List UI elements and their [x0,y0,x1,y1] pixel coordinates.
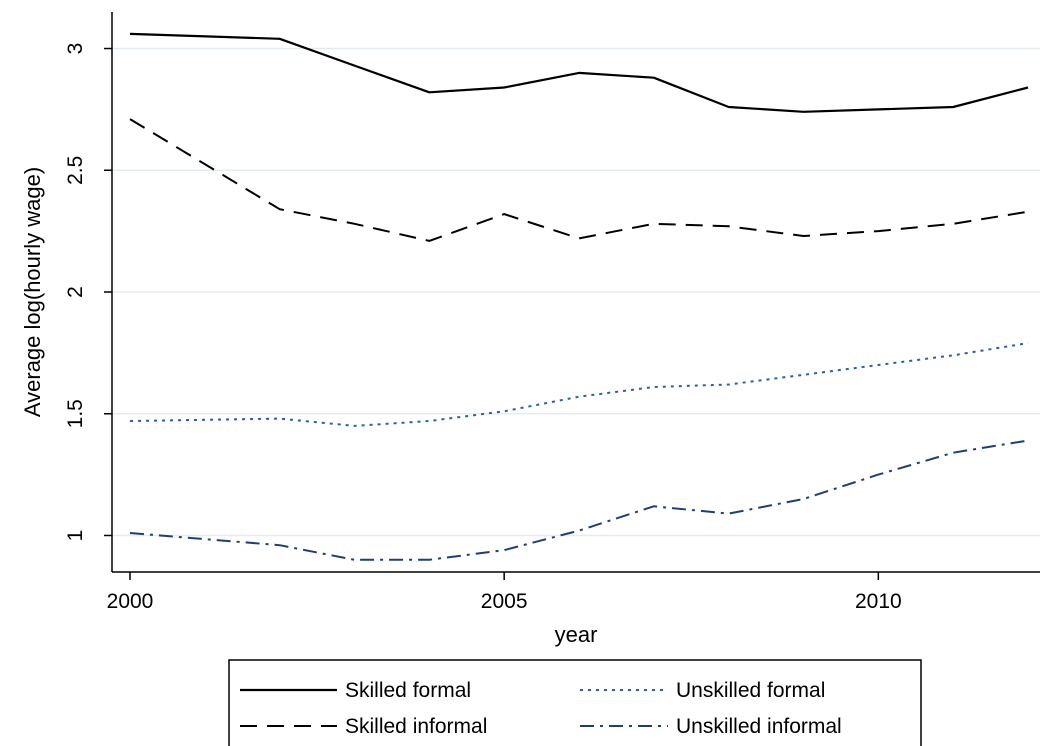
axes: 1 1.5 2 2.5 3 2000 2005 2010 [64,12,1040,613]
x-tick-label-1: 2005 [481,590,528,613]
y-tick-label-4: 3 [64,43,87,55]
legend: Skilled formal Unskilled formal Skilled in… [228,659,922,746]
series-line-skilled-formal [129,32,1029,113]
legend-label-skilled-informal: Skilled informal [345,715,487,738]
y-axis-title: Average log(hourly wage) [20,167,45,417]
y-tick-label-3: 2.5 [64,156,87,185]
gridlines [112,47,1040,537]
y-tick-label-1: 1.5 [64,399,87,428]
series-line-skilled-informal [129,118,1029,242]
y-tick-label-2: 2 [64,286,87,298]
series-line-unskilled-informal [129,439,1029,561]
series-lines [129,32,1029,561]
legend-label-unskilled-informal: Unskilled informal [676,715,842,738]
legend-label-unskilled-formal: Unskilled formal [676,679,825,702]
x-tick-label-0: 2000 [107,590,154,613]
x-axis-title: year [555,622,598,647]
x-tick-label-2: 2010 [855,590,902,613]
series-line-unskilled-formal [129,342,1029,427]
legend-box [228,659,922,746]
y-tick-label-0: 1 [64,530,87,542]
legend-label-skilled-formal: Skilled formal [345,679,471,702]
